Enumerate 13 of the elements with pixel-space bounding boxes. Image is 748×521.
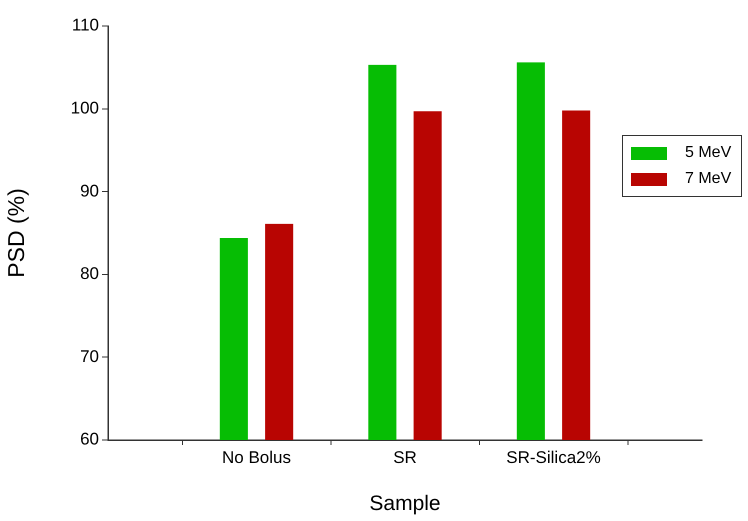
x-tick-label: SR	[393, 448, 417, 467]
y-tick-label: 60	[80, 430, 99, 449]
y-tick-label: 70	[80, 346, 99, 366]
x-tick-label: No Bolus	[222, 448, 291, 467]
y-tick-label: 100	[70, 98, 99, 118]
legend-label: 7 MeV	[685, 170, 732, 188]
legend-label: 5 MeV	[685, 144, 732, 162]
x-tick-label: SR-Silica2%	[506, 448, 601, 467]
y-tick-label: 110	[72, 16, 99, 35]
y-axis-title: PSD (%)	[3, 188, 30, 278]
y-tick-label: 90	[80, 181, 99, 200]
y-tick-label: 80	[80, 264, 99, 284]
x-axis-title: Sample	[369, 492, 441, 516]
